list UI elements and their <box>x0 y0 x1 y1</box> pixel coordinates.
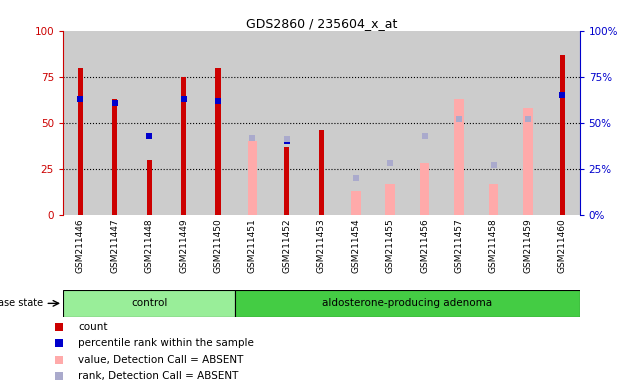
Bar <box>476 31 511 215</box>
Bar <box>63 31 98 215</box>
Bar <box>215 68 220 215</box>
Text: GSM211458: GSM211458 <box>489 219 498 273</box>
Bar <box>351 191 360 215</box>
Text: GSM211456: GSM211456 <box>420 219 429 273</box>
Bar <box>77 68 83 215</box>
Text: control: control <box>131 298 168 308</box>
Text: percentile rank within the sample: percentile rank within the sample <box>78 338 254 348</box>
Bar <box>112 99 117 215</box>
Bar <box>284 147 289 215</box>
Text: GSM211459: GSM211459 <box>524 219 532 273</box>
Bar <box>132 31 166 215</box>
Text: GSM211460: GSM211460 <box>558 219 567 273</box>
Text: GSM211450: GSM211450 <box>214 219 222 273</box>
Bar <box>454 99 464 215</box>
Text: aldosterone-producing adenoma: aldosterone-producing adenoma <box>323 298 493 308</box>
Bar <box>386 184 395 215</box>
Bar <box>270 31 304 215</box>
Bar <box>166 31 201 215</box>
Bar <box>523 108 533 215</box>
Bar <box>338 31 373 215</box>
Text: count: count <box>78 322 108 332</box>
Bar <box>408 31 442 215</box>
Bar <box>304 31 338 215</box>
Text: value, Detection Call = ABSENT: value, Detection Call = ABSENT <box>78 354 243 364</box>
Text: GSM211448: GSM211448 <box>145 219 154 273</box>
Text: disease state: disease state <box>0 298 43 308</box>
Text: GSM211446: GSM211446 <box>76 219 84 273</box>
Bar <box>560 55 565 215</box>
Text: GSM211452: GSM211452 <box>282 219 291 273</box>
Text: GSM211449: GSM211449 <box>179 219 188 273</box>
Text: rank, Detection Call = ABSENT: rank, Detection Call = ABSENT <box>78 371 239 381</box>
Text: GSM211447: GSM211447 <box>110 219 119 273</box>
Bar <box>235 31 270 215</box>
Bar <box>201 31 235 215</box>
Bar <box>248 141 257 215</box>
Bar <box>373 31 408 215</box>
Title: GDS2860 / 235604_x_at: GDS2860 / 235604_x_at <box>246 17 397 30</box>
Bar <box>181 77 186 215</box>
Bar <box>442 31 476 215</box>
Bar <box>545 31 580 215</box>
Text: GSM211457: GSM211457 <box>455 219 464 273</box>
Text: GSM211454: GSM211454 <box>352 219 360 273</box>
Text: GSM211453: GSM211453 <box>317 219 326 273</box>
Text: GSM211451: GSM211451 <box>248 219 257 273</box>
Bar <box>489 184 498 215</box>
Bar <box>63 290 235 317</box>
Text: GSM211455: GSM211455 <box>386 219 394 273</box>
Bar <box>511 31 545 215</box>
Bar <box>235 290 580 317</box>
Bar <box>147 160 152 215</box>
Bar <box>98 31 132 215</box>
Bar <box>319 130 324 215</box>
Bar <box>420 164 430 215</box>
